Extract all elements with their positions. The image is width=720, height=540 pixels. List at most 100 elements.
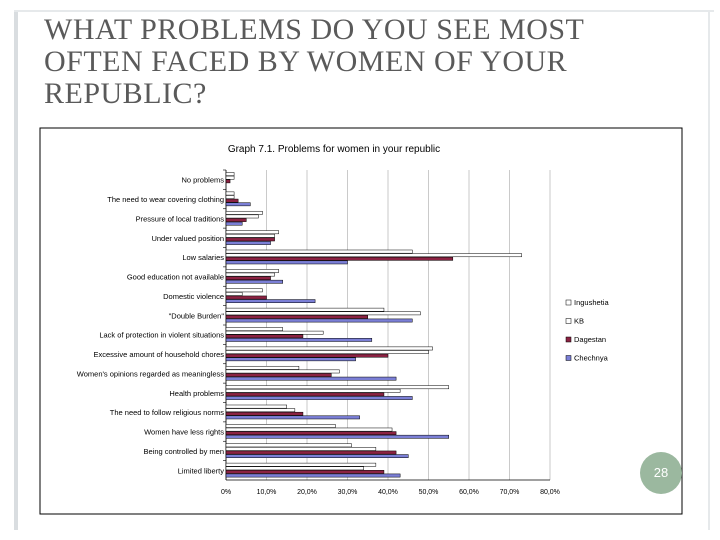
- page-number-badge: 28: [640, 452, 682, 494]
- bar-kb: [225, 330, 324, 335]
- bar-kb: [225, 175, 235, 180]
- category-label: No problems: [181, 176, 224, 185]
- slide-frame-top: [14, 10, 714, 12]
- bar-chechnya: [225, 357, 356, 362]
- bar-dagestan: [225, 392, 385, 397]
- category-label: Health problems: [169, 389, 224, 398]
- bar-ingushetia: [225, 249, 413, 254]
- bar-chechnya: [225, 260, 348, 265]
- bar-ingushetia: [225, 230, 279, 235]
- category-label: Women's opinions regarded as meaningless: [77, 369, 224, 378]
- bar-dagestan: [225, 276, 271, 281]
- bar-chechnya: [225, 202, 251, 207]
- bar-kb: [225, 195, 235, 199]
- bar-dagestan: [225, 353, 389, 358]
- slide-frame-right: [708, 10, 710, 530]
- x-tick-label: 30,0%: [338, 489, 358, 496]
- bar-ingushetia: [225, 346, 433, 351]
- bar-chechnya: [225, 376, 397, 381]
- x-tick-label: 80,0%: [540, 489, 560, 496]
- category-label: Lack of protection in violent situations: [99, 331, 224, 340]
- x-tick-label: 10,0%: [257, 489, 277, 496]
- x-tick-label: 20,0%: [297, 489, 317, 496]
- bar-dagestan: [225, 470, 385, 474]
- legend-swatch: [565, 355, 572, 361]
- slide-title: WHAT PROBLEMS DO YOU SEE MOST OFTEN FACE…: [44, 13, 584, 110]
- category-label: "Double Burden": [169, 311, 225, 320]
- bar-ingushetia: [225, 269, 279, 273]
- category-label: The need to wear covering clothing: [107, 195, 224, 204]
- category-label: Good education not available: [127, 273, 224, 282]
- bar-kb: [225, 350, 429, 354]
- bar-dagestan: [225, 334, 304, 339]
- x-tick-label: 50,0%: [419, 489, 439, 496]
- bar-dagestan: [225, 450, 397, 455]
- legend-label: Dagestan: [574, 335, 606, 344]
- bar-ingushetia: [225, 191, 235, 196]
- bar-dagestan: [225, 373, 332, 377]
- category-label: Low salaries: [182, 253, 224, 262]
- bar-chechnya: [225, 221, 243, 226]
- bar-chechnya: [225, 454, 409, 458]
- chart-title: Graph 7.1. Problems for women in your re…: [228, 144, 440, 155]
- bar-chechnya: [225, 338, 373, 342]
- legend-swatch: [565, 299, 572, 306]
- bar-dagestan: [225, 198, 239, 203]
- legend-swatch: [565, 318, 572, 324]
- category-label: Being controlled by men: [144, 447, 224, 456]
- bar-kb: [225, 447, 377, 451]
- bar-ingushetia: [225, 327, 283, 331]
- legend-label: Chechnya: [574, 354, 609, 363]
- x-tick-label: 70,0%: [500, 489, 520, 496]
- legend-swatch: [565, 336, 572, 343]
- bar-ingushetia: [225, 210, 263, 215]
- bar-chechnya: [225, 241, 271, 245]
- bar-dagestan: [225, 179, 231, 184]
- bar-ingushetia: [225, 462, 377, 467]
- bar-chechnya: [225, 396, 413, 400]
- bar-ingushetia: [225, 307, 385, 312]
- bar-dagestan: [225, 256, 454, 261]
- bar-kb: [225, 292, 243, 296]
- bar-kb: [225, 272, 275, 277]
- category-label: Women have less rights: [144, 428, 224, 437]
- bar-kb: [225, 311, 421, 316]
- bar-chechnya: [225, 299, 316, 303]
- bar-dagestan: [225, 237, 275, 242]
- bar-ingushetia: [225, 404, 287, 409]
- bar-dagestan: [225, 411, 304, 416]
- bar-kb: [225, 214, 259, 219]
- bar-chechnya: [225, 279, 283, 284]
- bar-dagestan: [225, 431, 397, 436]
- slide-frame-left: [14, 10, 18, 530]
- x-tick-label: 40,0%: [378, 489, 398, 496]
- bar-kb: [225, 388, 401, 393]
- category-label: The need to follow religious norms: [110, 408, 224, 417]
- bar-kb: [225, 253, 522, 258]
- x-tick-label: 60,0%: [459, 489, 479, 496]
- bar-ingushetia: [225, 385, 449, 390]
- bar-ingushetia: [225, 288, 263, 293]
- bar-ingushetia: [225, 172, 235, 176]
- category-label: Excessive amount of household chores: [94, 350, 225, 359]
- category-label: Limited liberty: [178, 466, 225, 475]
- category-label: Pressure of local traditions: [136, 214, 225, 223]
- bar-chechnya: [225, 318, 413, 323]
- bar-kb: [225, 466, 364, 471]
- bar-kb: [225, 233, 275, 238]
- bar-kb: [225, 369, 340, 374]
- bar-dagestan: [225, 295, 267, 300]
- category-label: Under valued position: [151, 234, 224, 243]
- bar-ingushetia: [225, 443, 352, 448]
- bar-dagestan: [225, 315, 368, 319]
- x-tick-label: 0%: [221, 489, 231, 496]
- bar-chechnya: [225, 434, 449, 439]
- bar-kb: [225, 408, 296, 413]
- bar-chechnya: [225, 473, 401, 478]
- bar-kb: [225, 427, 393, 432]
- legend-label: Ingushetia: [574, 298, 609, 307]
- bar-ingushetia: [225, 365, 300, 370]
- category-label: Domestic violence: [163, 292, 224, 301]
- bar-chechnya: [225, 415, 360, 420]
